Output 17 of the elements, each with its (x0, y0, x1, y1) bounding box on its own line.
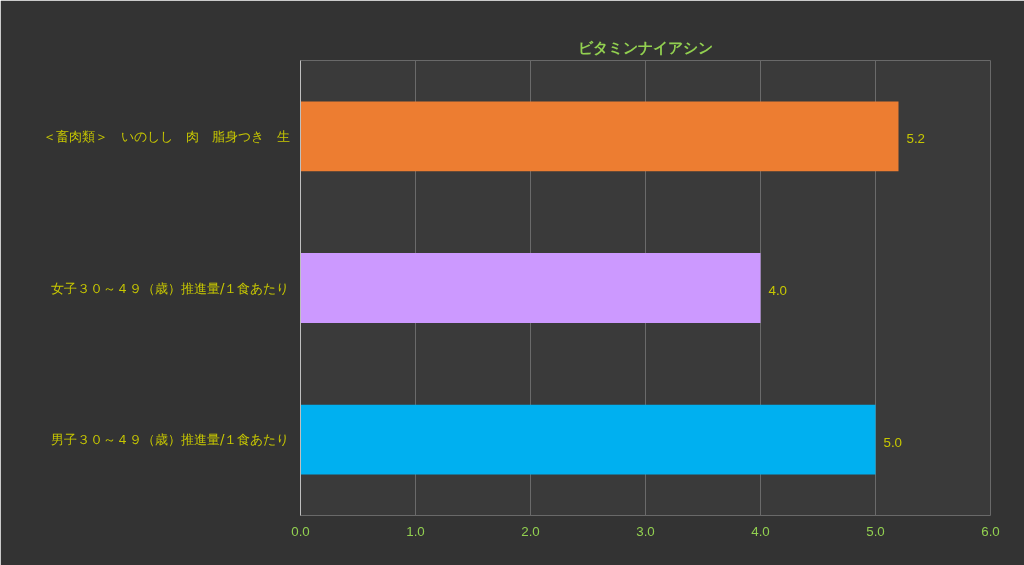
data-label: 5.2 (906, 131, 926, 147)
data-label: 5.0 (883, 434, 903, 450)
y-tick-label: ＜畜肉類＞ いのしし 肉 脂身つき 生 (42, 128, 290, 144)
x-tick-label: 5.0 (866, 523, 885, 539)
x-tick-label: 2.0 (521, 523, 540, 539)
x-tick-label: 6.0 (981, 523, 1000, 539)
y-tick-label: 女子３０～４９（歳）推進量/１食あたり (51, 280, 290, 296)
y-tick-label: 男子３０～４９（歳）推進量/１食あたり (51, 432, 290, 448)
x-tick-label: 0.0 (291, 523, 310, 539)
x-tick-label: 4.0 (751, 523, 770, 539)
data-label: 4.0 (768, 283, 788, 298)
x-tick-label: 3.0 (636, 523, 655, 539)
chart-title: ビタミンナイアシン (578, 38, 713, 56)
x-tick-label: 1.0 (406, 523, 425, 539)
bar (300, 101, 899, 172)
bar (300, 404, 876, 475)
bar (300, 253, 761, 323)
